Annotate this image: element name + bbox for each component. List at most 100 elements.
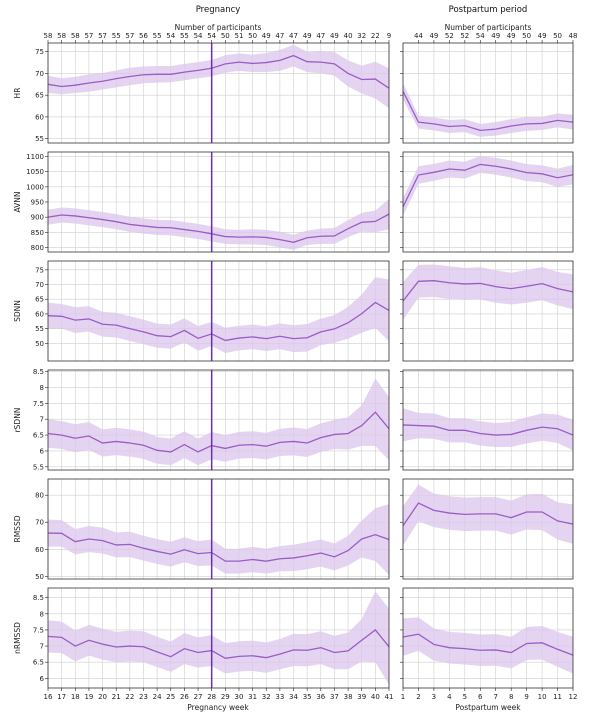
confidence-band (48, 378, 389, 466)
mean-line (402, 90, 574, 132)
participant-count-label: 54 (166, 32, 175, 40)
participant-count-label: 55 (153, 32, 162, 40)
confidence-band (48, 591, 389, 685)
preg-panel-sdnn: 50 55 60 65 70 75 SDNN (13, 260, 390, 362)
preg-panel-avnn: 800 850 900 950 1000 1050 1100 AVNN (13, 151, 390, 253)
y-tick-label: 8 (40, 610, 44, 618)
post-panel-sdnn (400, 260, 574, 362)
y-tick-label: 7.5 (33, 400, 44, 408)
participant-count-label: 47 (275, 32, 284, 40)
y-tick-label: 6 (40, 675, 45, 683)
confidence-band (403, 617, 573, 674)
mean-line (47, 629, 390, 659)
x-tick-label: 33 (275, 693, 284, 701)
x-tick-label: 28 (207, 693, 216, 701)
y-tick-label: 850 (31, 229, 44, 237)
x-tick-label: 17 (57, 693, 66, 701)
mean-line (47, 213, 390, 243)
participant-count-label: 47 (289, 32, 298, 40)
y-tick-label: 50 (35, 340, 44, 348)
y-tick-label: 50 (35, 573, 44, 581)
y-tick-label: 950 (31, 199, 44, 207)
x-tick-label: 26 (180, 693, 189, 701)
panel-frame (47, 478, 390, 580)
x-tick-label: 30 (234, 693, 243, 701)
pregnancy-xlabel: Pregnancy week (187, 703, 249, 712)
mean-line (402, 502, 574, 527)
x-tick-label: 21 (112, 693, 121, 701)
mean-line (402, 424, 574, 436)
x-tick-label: 3 (432, 693, 436, 701)
mean-line (47, 301, 390, 342)
panel-frame (402, 151, 574, 253)
mean-line (47, 411, 390, 453)
panel-frame (47, 587, 390, 689)
x-tick-label: 5 (463, 693, 467, 701)
participant-count-label: 58 (44, 32, 53, 40)
panel-frame (47, 260, 390, 362)
x-tick-label: 38 (344, 693, 353, 701)
y-tick-label: 7 (40, 643, 44, 651)
x-tick-label: 24 (153, 693, 162, 701)
confidence-band (48, 277, 389, 354)
preg-panel-hr: 55 60 65 70 75 HR (13, 42, 390, 144)
participant-count-label: 44 (414, 32, 423, 40)
x-tick-label: 34 (289, 693, 298, 701)
x-tick-label: 10 (538, 693, 547, 701)
participant-count-label: 54 (194, 32, 203, 40)
x-tick-label: 8 (509, 693, 513, 701)
y-tick-label: 6 (40, 447, 45, 455)
confidence-band (403, 83, 573, 137)
postpartum-title: Postpartum period (449, 5, 528, 15)
participant-count-label: 50 (248, 32, 257, 40)
x-tick-label: 2 (416, 693, 420, 701)
participant-count-label: 49 (303, 32, 312, 40)
y-tick-label: 8 (40, 384, 44, 392)
y-tick-label: 1000 (26, 183, 44, 191)
x-tick-label: 1 (401, 693, 405, 701)
y-tick-label: 800 (31, 244, 44, 252)
x-tick-label: 39 (357, 693, 366, 701)
participant-count-label: 52 (460, 32, 469, 40)
x-tick-label: 9 (524, 693, 528, 701)
y-tick-label: 70 (35, 281, 44, 289)
participant-count-label: 55 (180, 32, 189, 40)
participant-count-label: 51 (234, 32, 243, 40)
participant-count-label: 22 (371, 32, 380, 40)
pregnancy-title: Pregnancy (196, 5, 241, 15)
participant-count-label: 54 (207, 32, 216, 40)
post-panel-rsdnn (400, 369, 574, 471)
mean-line (402, 163, 574, 208)
x-tick-label: 23 (139, 693, 148, 701)
participant-count-label: 49 (429, 32, 438, 40)
participant-count-label: 50 (221, 32, 230, 40)
x-tick-label: 18 (71, 693, 80, 701)
preg-panel-rmssd: 50 60 70 80 RMSSD (13, 478, 390, 581)
x-tick-label: 29 (221, 693, 230, 701)
post-panel-avnn (400, 151, 574, 253)
y-tick-label: 900 (31, 214, 44, 222)
participant-count-label: 49 (330, 32, 339, 40)
pregnancy-participants-label: Number of participants (175, 23, 262, 32)
panel-frame (402, 478, 574, 580)
mean-line (402, 280, 574, 302)
y-tick-label: 55 (35, 135, 44, 143)
panel-frame (47, 42, 390, 144)
participant-count-label: 54 (476, 32, 485, 40)
y-tick-label: 75 (35, 48, 44, 56)
x-tick-label: 12 (569, 693, 578, 701)
panel-frame (402, 260, 574, 362)
y-tick-label: 60 (35, 310, 44, 318)
x-tick-label: 20 (98, 693, 107, 701)
participant-count-label: 57 (125, 32, 134, 40)
y-axis-label: AVNN (13, 191, 22, 212)
x-tick-label: 35 (303, 693, 312, 701)
y-axis-label: SDNN (13, 300, 22, 322)
y-tick-label: 6.5 (33, 659, 44, 667)
y-axis-label: rSDNN (13, 408, 22, 433)
y-tick-label: 75 (35, 266, 44, 274)
participant-count-label: 57 (84, 32, 93, 40)
participant-count-label: 57 (98, 32, 107, 40)
y-tick-label: 1050 (26, 168, 44, 176)
y-axis-label: RMSSD (13, 515, 22, 542)
